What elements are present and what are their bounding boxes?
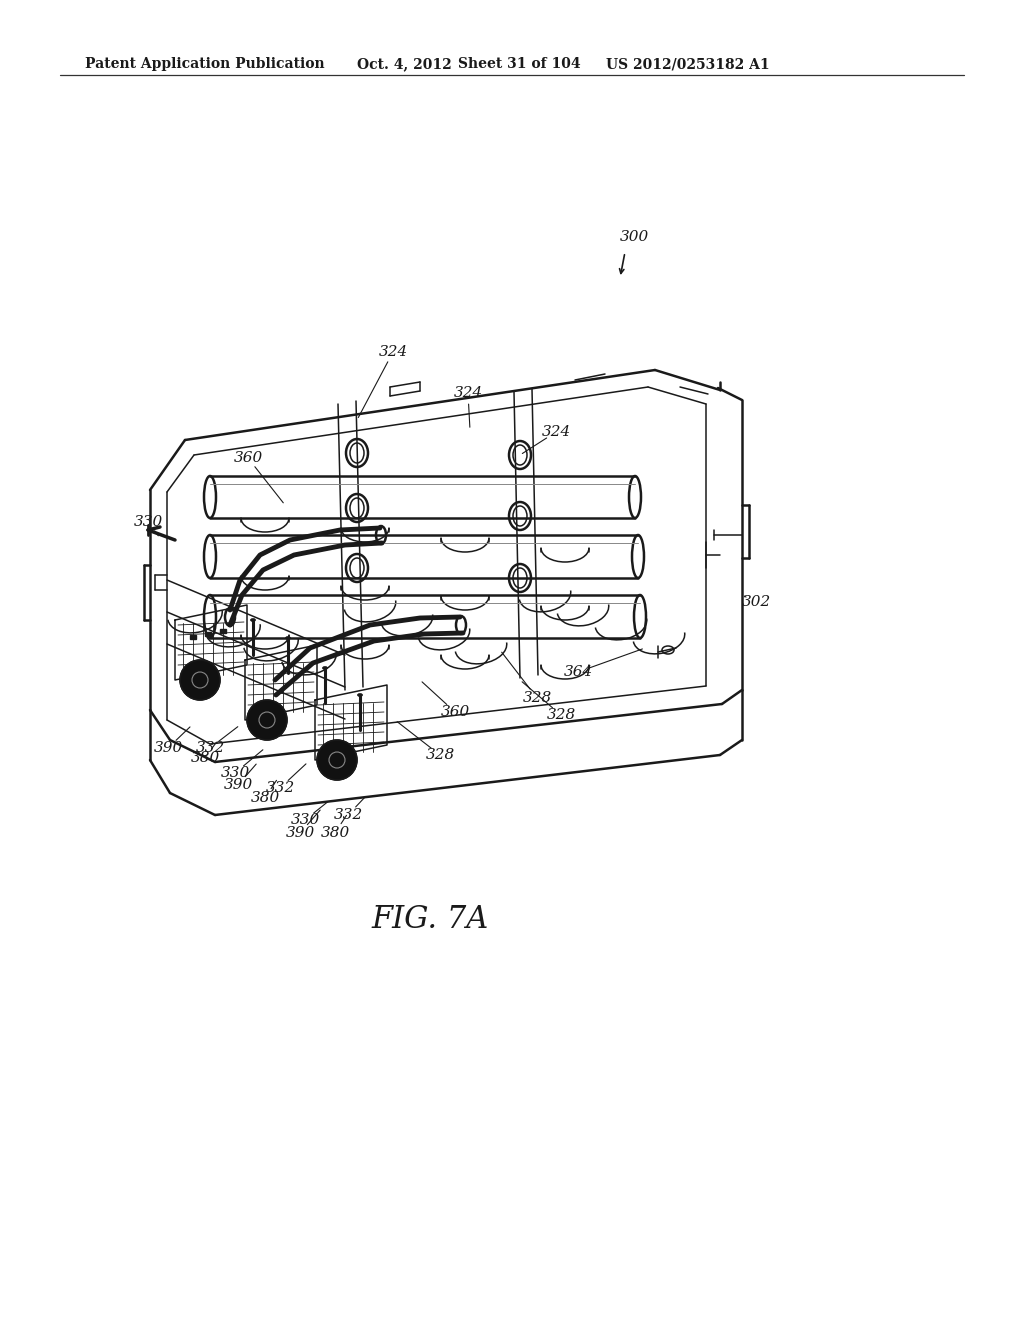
- Text: 380: 380: [251, 791, 280, 805]
- Text: 330: 330: [133, 515, 163, 529]
- Ellipse shape: [357, 693, 362, 697]
- Bar: [220, 630, 226, 634]
- Ellipse shape: [323, 667, 328, 669]
- Circle shape: [247, 700, 287, 741]
- Text: 300: 300: [620, 230, 648, 244]
- Text: 330: 330: [291, 813, 319, 828]
- Text: Oct. 4, 2012: Oct. 4, 2012: [357, 57, 452, 71]
- Circle shape: [180, 660, 220, 700]
- Circle shape: [317, 741, 357, 780]
- Text: 328: 328: [522, 690, 552, 705]
- Ellipse shape: [251, 619, 256, 622]
- Text: 360: 360: [440, 705, 470, 719]
- Text: 380: 380: [321, 826, 349, 840]
- Text: 330: 330: [220, 766, 250, 780]
- Ellipse shape: [286, 636, 291, 639]
- Text: 390: 390: [154, 741, 182, 755]
- Text: 328: 328: [425, 748, 455, 762]
- Text: FIG. 7A: FIG. 7A: [372, 904, 488, 936]
- Text: 364: 364: [563, 665, 593, 678]
- Text: 324: 324: [542, 425, 570, 440]
- Text: Sheet 31 of 104: Sheet 31 of 104: [458, 57, 581, 71]
- Bar: [190, 635, 196, 639]
- Text: 332: 332: [265, 781, 295, 795]
- Text: Patent Application Publication: Patent Application Publication: [85, 57, 325, 71]
- Text: 390: 390: [223, 777, 253, 792]
- Text: 332: 332: [196, 741, 224, 755]
- Text: US 2012/0253182 A1: US 2012/0253182 A1: [606, 57, 770, 71]
- Bar: [205, 632, 211, 636]
- Text: 360: 360: [233, 451, 262, 465]
- Text: 380: 380: [190, 751, 219, 766]
- Text: 390: 390: [286, 826, 314, 840]
- Text: 324: 324: [379, 345, 408, 359]
- Text: 332: 332: [334, 808, 362, 822]
- Text: 302: 302: [741, 595, 771, 609]
- Text: 324: 324: [454, 385, 482, 400]
- Text: 328: 328: [547, 708, 575, 722]
